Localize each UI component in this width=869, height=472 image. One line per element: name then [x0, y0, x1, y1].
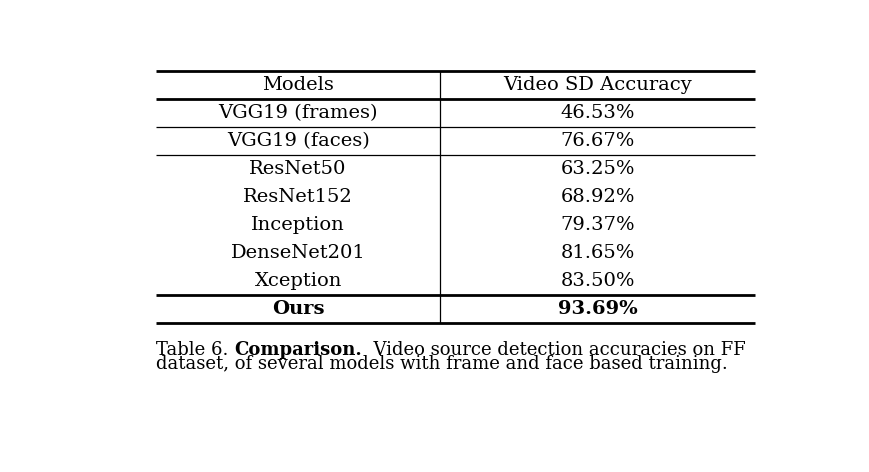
- Text: 79.37%: 79.37%: [561, 216, 635, 234]
- Text: Video SD Accuracy: Video SD Accuracy: [503, 76, 693, 94]
- Text: 76.67%: 76.67%: [561, 132, 635, 150]
- Text: 68.92%: 68.92%: [561, 188, 635, 206]
- Text: Models: Models: [262, 76, 334, 94]
- Text: Comparison.: Comparison.: [234, 341, 362, 359]
- Text: Ours: Ours: [272, 300, 324, 318]
- Text: 63.25%: 63.25%: [561, 160, 635, 178]
- Text: VGG19 (frames): VGG19 (frames): [218, 104, 378, 122]
- Text: ResNet152: ResNet152: [243, 188, 353, 206]
- Text: Table 6.: Table 6.: [156, 341, 234, 359]
- Text: dataset, of several models with frame and face based training.: dataset, of several models with frame an…: [156, 355, 727, 373]
- Text: Video source detection accuracies on FF: Video source detection accuracies on FF: [362, 341, 746, 359]
- Text: VGG19 (faces): VGG19 (faces): [227, 132, 369, 150]
- Text: Xception: Xception: [255, 272, 342, 290]
- Text: Inception: Inception: [251, 216, 345, 234]
- Text: ResNet50: ResNet50: [249, 160, 347, 178]
- Text: 46.53%: 46.53%: [561, 104, 635, 122]
- Text: 83.50%: 83.50%: [561, 272, 635, 290]
- Text: 81.65%: 81.65%: [561, 244, 635, 262]
- Text: DenseNet201: DenseNet201: [231, 244, 366, 262]
- Text: 93.69%: 93.69%: [558, 300, 638, 318]
